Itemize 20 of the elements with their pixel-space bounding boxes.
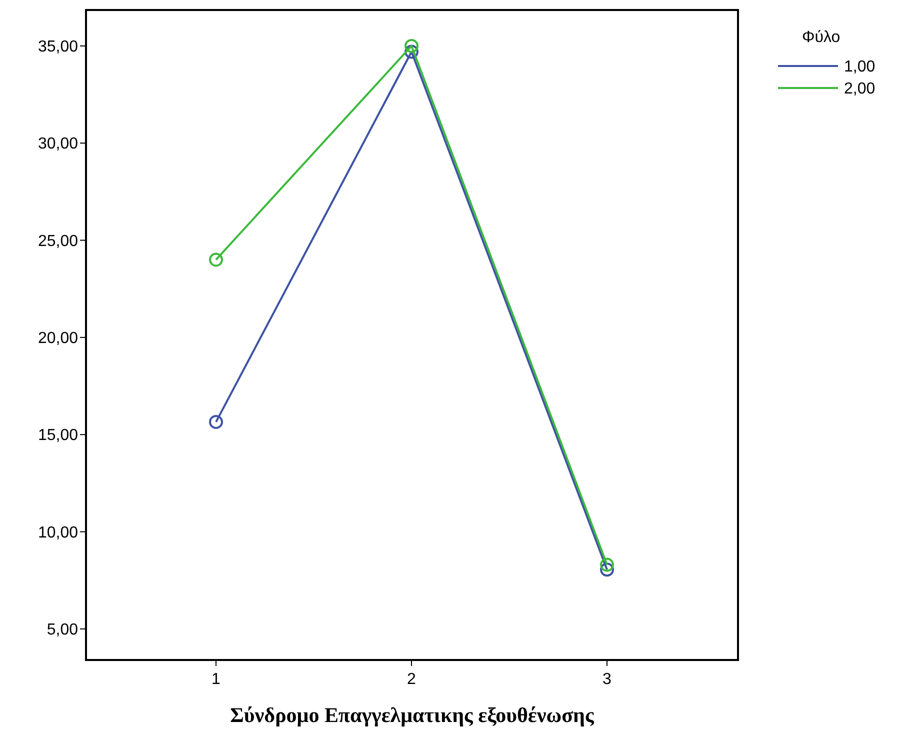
x-axis-title: Σύνδρομο Επαγγελματικης εξουθένωσης: [230, 703, 595, 727]
y-tick-label: 5,00: [46, 622, 78, 639]
legend-label: 2,00: [844, 80, 876, 98]
y-tick-label: 10,00: [38, 524, 78, 542]
point: [209, 252, 224, 267]
y-tick-label: 15,00: [38, 427, 78, 444]
point: [600, 562, 614, 577]
point: [404, 44, 419, 59]
legend-label: 1,00: [844, 58, 876, 76]
point: [404, 38, 419, 53]
point: [209, 414, 224, 429]
legend-title: Φύλο: [802, 29, 840, 46]
x-tick-label: 2: [407, 671, 416, 688]
point: [600, 558, 614, 572]
x-tick-label: 3: [602, 671, 612, 688]
x-tick-label: 1: [212, 671, 221, 688]
y-tick-label: 25,00: [38, 232, 78, 250]
y-tick-label: 35,00: [38, 38, 78, 56]
y-tick-label: 20,00: [38, 330, 78, 348]
y-tick-label: 30,00: [38, 136, 78, 153]
